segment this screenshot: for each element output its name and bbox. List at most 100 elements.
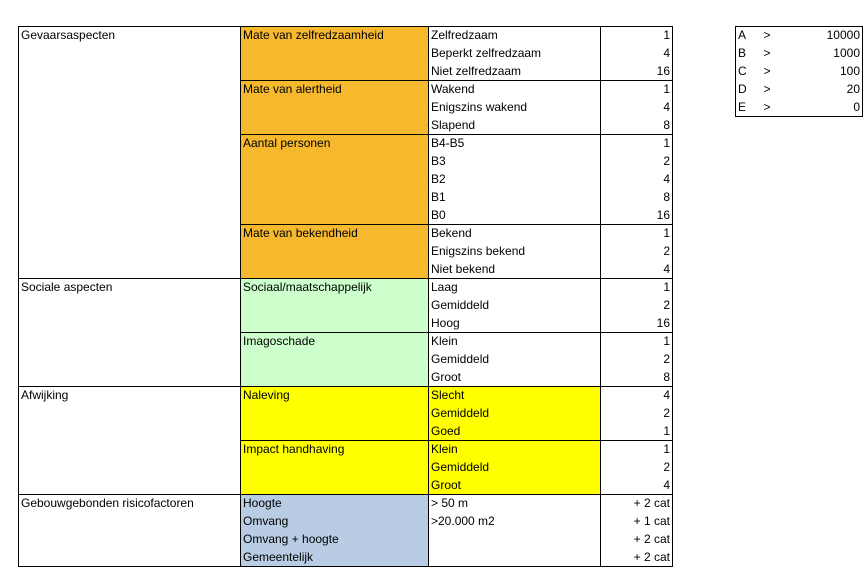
table-row: Enigszins wakend 4 — [19, 98, 673, 117]
option-score: 4 — [600, 476, 673, 495]
table-row: Omvang >20.000 m2 + 1 cat — [19, 512, 673, 531]
option-label: Klein — [428, 332, 601, 351]
group-name: Mate van alertheid — [240, 80, 429, 135]
option-label: B2 — [428, 170, 601, 189]
option-label: Enigszins wakend — [428, 98, 601, 117]
class-letter: A — [735, 26, 762, 45]
option-score: 4 — [600, 260, 673, 279]
table-row: Imagoschade Klein 1 — [19, 332, 673, 387]
option-score: 1 — [600, 332, 673, 351]
table-row: Aantal personen B4-B5 1 — [19, 134, 673, 225]
option-label: Goed — [428, 422, 601, 441]
table-row: Mate van alertheid Wakend 1 — [19, 80, 673, 135]
option-label: Gemiddeld — [428, 350, 601, 369]
table-row: Omvang + hoogte + 2 cat — [19, 530, 673, 549]
option-label: Laag — [428, 278, 601, 297]
aspect: Sociale aspecten — [18, 278, 241, 387]
table-row: Afwijking Naleving Slecht 4 — [18, 386, 673, 495]
table-row: A >10000 — [735, 26, 863, 45]
class-operator: > — [761, 98, 808, 117]
table-row: Gemiddeld 2 — [19, 458, 673, 477]
group-name: Impact handhaving — [240, 440, 429, 495]
effect: + 2 cat — [600, 494, 673, 513]
table-row: Gemiddeld 2 — [19, 404, 673, 423]
criterion: > 50 m — [428, 494, 601, 513]
option-label: Slapend — [428, 116, 601, 135]
table-row: Gemeentelijk + 2 cat — [19, 548, 673, 567]
option-label: Beperkt zelfredzaam — [428, 44, 601, 63]
class-threshold: 1000 — [807, 44, 863, 63]
option-score: 2 — [600, 404, 673, 423]
option-label: Hoog — [428, 314, 601, 333]
option-score: 1 — [600, 440, 673, 459]
group-name: Sociaal/maatschappelijk — [240, 278, 429, 333]
criterion — [428, 530, 601, 549]
factor: Hoogte — [240, 494, 429, 513]
table-row: Gemiddeld 2 — [19, 350, 673, 369]
aspect: Gebouwgebonden risicofactoren — [18, 494, 241, 567]
option-label: Klein — [428, 440, 601, 459]
option-label: B1 — [428, 188, 601, 207]
table-row: E >0 — [735, 98, 863, 117]
class-threshold: 10000 — [807, 26, 863, 45]
table-row: B1 8 — [19, 188, 673, 207]
table-row: Gevaarsaspecten Mate van zelfredzaamheid Z… — [18, 26, 673, 279]
factor: Gemeentelijk — [240, 548, 429, 567]
group-name: Imagoschade — [240, 332, 429, 387]
group-name: Mate van zelfredzaamheid — [240, 26, 429, 81]
class-table: A >10000 B >1000 C >100 D >20 E >0 — [735, 26, 863, 117]
group-name: Mate van bekendheid — [240, 224, 429, 279]
class-operator: > — [763, 81, 771, 96]
class-threshold: 20 — [807, 80, 863, 99]
table-row: Goed 1 — [19, 422, 673, 441]
table-row: Mate van bekendheid Bekend 1 — [19, 224, 673, 279]
option-label: Gemiddeld — [428, 404, 601, 423]
group-name: Aantal personen — [240, 134, 429, 225]
option-score: 1 — [600, 224, 673, 243]
table-row: Enigszins bekend 2 — [19, 242, 673, 261]
effect: + 2 cat — [600, 530, 673, 549]
group-name: Naleving — [240, 386, 429, 441]
option-label: Groot — [428, 368, 601, 387]
option-label: Niet bekend — [428, 260, 601, 279]
option-score: 1 — [600, 134, 673, 153]
aspect: Gevaarsaspecten — [18, 26, 241, 279]
class-operator: > — [763, 63, 771, 78]
criterion: >20.000 m2 — [428, 512, 601, 531]
option-label: Zelfredzaam — [428, 26, 601, 45]
option-score: 2 — [600, 350, 673, 369]
option-score: 1 — [600, 422, 673, 441]
option-label: Gemiddeld — [428, 458, 601, 477]
option-score: 8 — [600, 368, 673, 387]
option-label: Gemiddeld — [428, 296, 601, 315]
risk-table: Gevaarsaspecten Mate van zelfredzaamheid Z… — [18, 26, 673, 567]
factor: Omvang + hoogte — [240, 530, 429, 549]
table-row: Niet bekend 4 — [19, 260, 673, 279]
table-row: B2 4 — [19, 170, 673, 189]
option-label: Bekend — [428, 224, 601, 243]
option-label: Slecht — [428, 386, 601, 405]
option-score: 2 — [600, 152, 673, 171]
option-score: 4 — [600, 98, 673, 117]
table-row: Gebouwgebonden risicofactoren Hoogte > 50 … — [18, 494, 673, 567]
option-label: B3 — [428, 152, 601, 171]
option-score: 1 — [600, 26, 673, 45]
option-score: 4 — [600, 170, 673, 189]
table-row: Sociale aspecten Sociaal/maatschappelijk L… — [18, 278, 673, 387]
table-row: B >1000 — [735, 44, 863, 63]
option-score: 16 — [600, 314, 673, 333]
option-label: B4-B5 — [428, 134, 601, 153]
option-score: 1 — [600, 80, 673, 99]
table-row: Niet zelfredzaam 16 — [19, 62, 673, 81]
option-score: 2 — [600, 242, 673, 261]
table-row: C >100 — [735, 62, 863, 81]
option-label: Niet zelfredzaam — [428, 62, 601, 81]
option-label: Groot — [428, 476, 601, 495]
class-letter: D — [735, 80, 762, 99]
option-score: 8 — [600, 116, 673, 135]
factor: Omvang — [240, 512, 429, 531]
option-score: 8 — [600, 188, 673, 207]
table-row: Beperkt zelfredzaam 4 — [19, 44, 673, 63]
effect: + 1 cat — [600, 512, 673, 531]
